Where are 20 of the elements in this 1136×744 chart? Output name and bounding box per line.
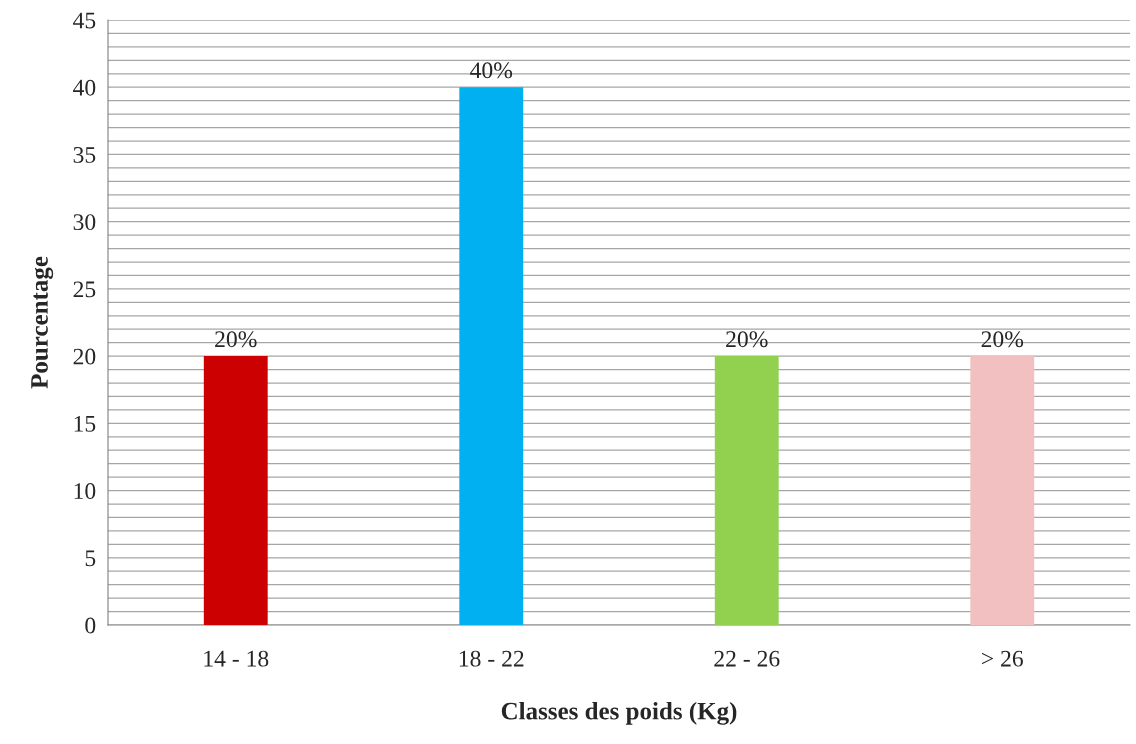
x-tick-label: > 26 xyxy=(982,650,1023,667)
x-tick-label: 22 - 26 xyxy=(714,650,780,667)
y-tick-label: 10 xyxy=(74,483,96,499)
y-tick-label: 25 xyxy=(73,281,96,298)
y-tick-label: 5 xyxy=(85,550,96,567)
y-tick-label: 35 xyxy=(73,147,96,163)
y-tick-label: 40 xyxy=(73,79,96,96)
y-tick-label: 45 xyxy=(73,12,96,29)
y-tick-label: 30 xyxy=(73,214,96,231)
y-axis-title: Pourcentage xyxy=(31,256,54,389)
data-label: 20% xyxy=(981,331,1024,348)
y-tick-label: 0 xyxy=(85,617,96,634)
data-label: 20% xyxy=(726,331,768,348)
data-label: 20% xyxy=(215,331,257,348)
x-axis-title: Classes des poids (Kg) xyxy=(501,701,737,725)
data-label: 40% xyxy=(470,62,513,79)
x-tick-label: 18 - 22 xyxy=(459,650,524,667)
y-tick-label: 15 xyxy=(74,415,96,432)
y-tick-label: 20 xyxy=(73,348,96,365)
x-tick-label: 14 - 18 xyxy=(204,650,269,667)
